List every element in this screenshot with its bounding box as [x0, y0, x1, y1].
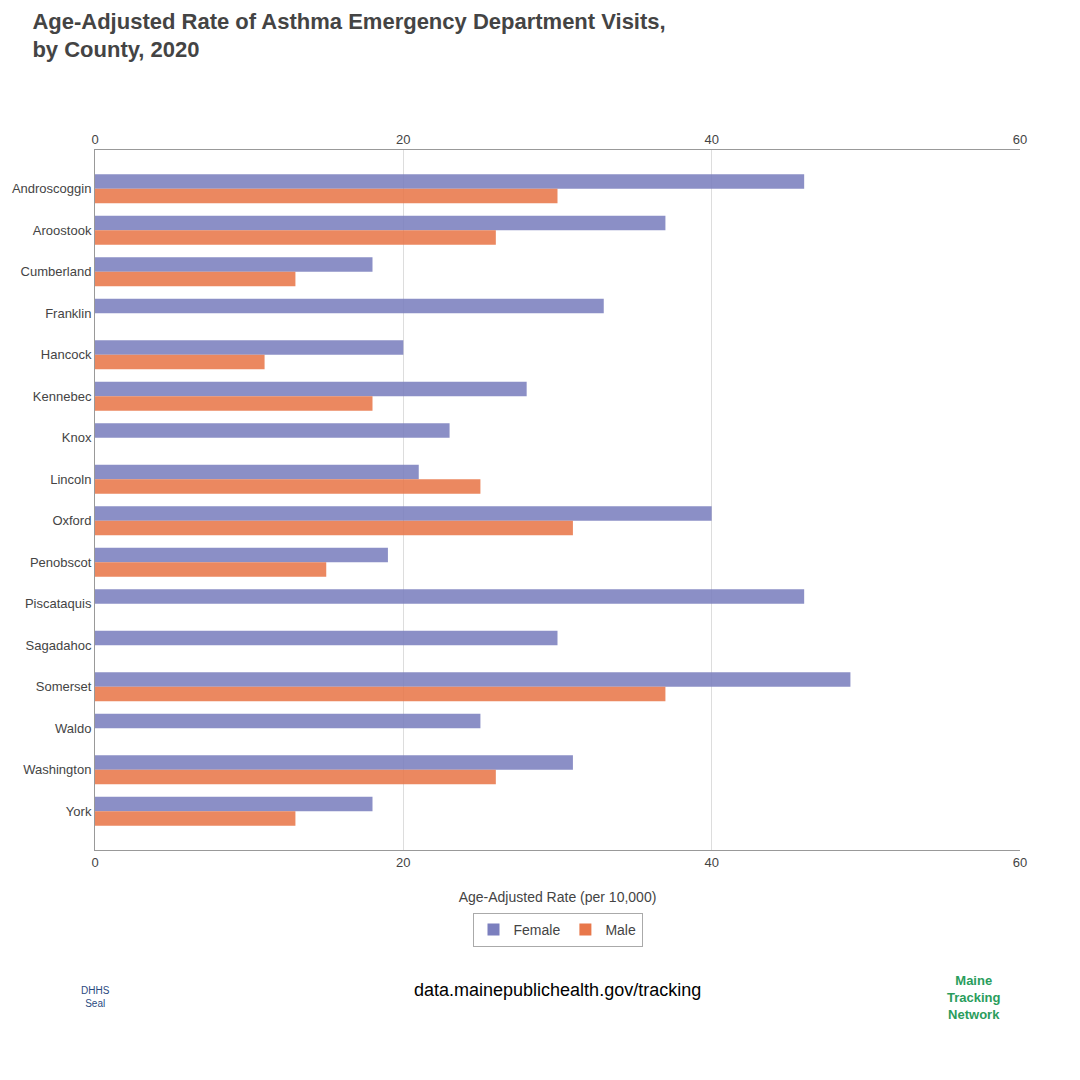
svg-text:60: 60 — [1013, 855, 1027, 870]
svg-text:Androscoggin: Androscoggin — [12, 181, 92, 196]
svg-text:Oxford: Oxford — [52, 513, 91, 528]
svg-text:Hancock: Hancock — [41, 347, 92, 362]
svg-text:0: 0 — [91, 855, 98, 870]
svg-text:Sagadahoc: Sagadahoc — [26, 638, 92, 653]
svg-text:Franklin: Franklin — [45, 306, 91, 321]
svg-text:Piscataquis: Piscataquis — [25, 596, 92, 611]
svg-text:Age-Adjusted Rate (per 10,000): Age-Adjusted Rate (per 10,000) — [459, 889, 657, 905]
svg-text:Lincoln: Lincoln — [50, 472, 91, 487]
svg-text:40: 40 — [704, 855, 718, 870]
svg-text:Waldo: Waldo — [55, 721, 91, 736]
svg-text:20: 20 — [396, 132, 410, 147]
svg-text:Age-Adjusted Rate of Asthma Em: Age-Adjusted Rate of Asthma Emergency De… — [32, 9, 665, 63]
svg-text:Somerset: Somerset — [36, 679, 92, 694]
svg-text:Female: Female — [514, 922, 561, 938]
svg-text:Knox: Knox — [62, 430, 92, 445]
svg-text:Penobscot: Penobscot — [30, 555, 92, 570]
svg-text:Male: Male — [605, 922, 636, 938]
svg-text:20: 20 — [396, 855, 410, 870]
svg-text:Aroostook: Aroostook — [33, 223, 92, 238]
svg-text:DHHSSeal: DHHSSeal — [81, 985, 110, 1009]
svg-text:40: 40 — [704, 132, 718, 147]
svg-text:Kennebec: Kennebec — [33, 389, 92, 404]
svg-text:York: York — [66, 804, 92, 819]
svg-text:Cumberland: Cumberland — [21, 264, 92, 279]
svg-text:60: 60 — [1013, 132, 1027, 147]
svg-text:0: 0 — [91, 132, 98, 147]
svg-text:Washington: Washington — [23, 762, 91, 777]
svg-text:MaineTrackingNetwork: MaineTrackingNetwork — [947, 973, 1001, 1022]
svg-text:data.mainepublichealth.gov/tra: data.mainepublichealth.gov/tracking — [414, 980, 701, 1000]
